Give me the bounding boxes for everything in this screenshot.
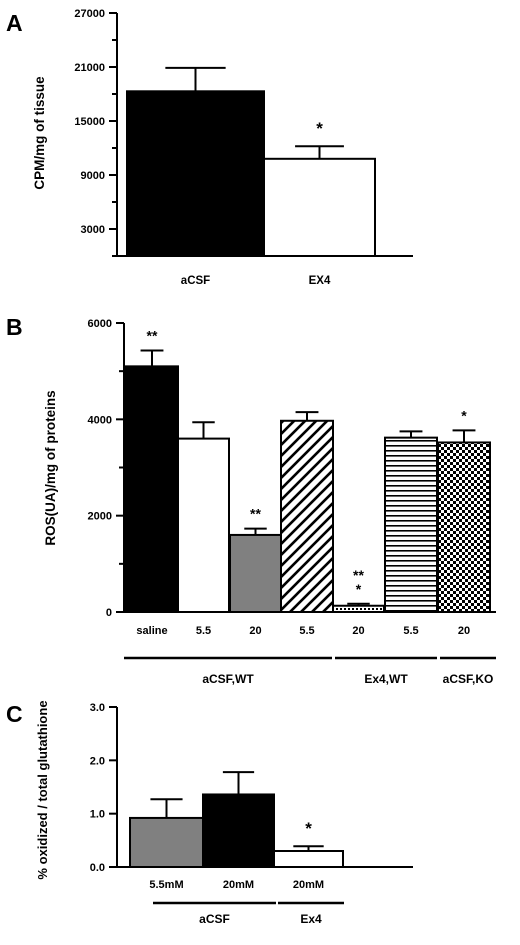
panel-label-b: B: [6, 314, 23, 340]
y-tick-label: 0: [106, 607, 112, 619]
y-tick-label: 2000: [88, 511, 112, 523]
y-axis-label: ROS(UA)/mg of proteins: [43, 390, 58, 545]
significance-marker: *: [305, 819, 312, 838]
significance-marker: **: [353, 567, 364, 583]
panel-label-a: A: [6, 10, 23, 36]
x-tick-label: 5.5: [299, 625, 314, 637]
bar: [280, 419, 334, 613]
x-tick-label: 20: [458, 625, 470, 637]
chart-panel-c: % oxidized / total glutathione 0.0 1.0 2.0…: [35, 700, 413, 926]
group-label: Ex4,WT: [364, 672, 408, 686]
x-tick-label: EX4: [309, 275, 331, 287]
bar: [384, 436, 438, 613]
y-tick-label: 3000: [81, 224, 105, 236]
x-tick-label: 20mM: [293, 879, 324, 891]
y-tick-label: 15000: [74, 116, 105, 128]
x-tick-label: 5.5: [403, 625, 418, 637]
significance-marker: **: [147, 327, 158, 343]
y-tick-label: 21000: [74, 62, 105, 74]
chart-panel-a: CPM/mg of tissue 3000 9000 15000 21000 27000…: [32, 8, 413, 287]
significance-marker: *: [461, 407, 467, 423]
significance-marker: **: [250, 506, 261, 522]
chart-panel-b: ROS(UA)/mg of proteins 0 2000 4000 6000 sal…: [43, 318, 496, 686]
bar: [229, 533, 282, 614]
y-tick-label: 4000: [88, 414, 112, 426]
y-axis-label: CPM/mg of tissue: [32, 76, 47, 190]
group-label: aCSF,KO: [443, 672, 494, 686]
y-tick-label: 27000: [74, 8, 105, 20]
x-tick-label: 20mM: [223, 879, 254, 891]
bar: [273, 850, 344, 868]
group-label: aCSF: [199, 912, 230, 926]
x-tick-label: 20: [352, 625, 364, 637]
bar: [263, 157, 376, 257]
x-tick-label: saline: [136, 625, 167, 637]
panel-label-c: C: [6, 701, 23, 727]
y-axis-label: % oxidized / total glutathione: [35, 700, 50, 879]
y-tick-label: 6000: [88, 318, 112, 330]
x-tick-label: 5.5: [196, 625, 211, 637]
bar: [202, 793, 275, 869]
group-label: Ex4: [300, 912, 322, 926]
bar: [129, 816, 204, 869]
group-label: aCSF,WT: [202, 672, 254, 686]
significance-marker: *: [356, 581, 362, 597]
significance-marker: *: [316, 119, 323, 138]
y-tick-label: 9000: [81, 170, 105, 182]
x-tick-label: 20: [249, 625, 261, 637]
x-tick-label: 5.5mM: [149, 879, 183, 891]
y-tick-label: 2.0: [90, 755, 105, 767]
bar: [125, 365, 179, 613]
bar: [126, 90, 265, 257]
y-tick-label: 0.0: [90, 862, 105, 874]
x-tick-label: aCSF: [181, 275, 210, 287]
bar: [177, 437, 230, 613]
bar: [437, 441, 491, 613]
bar: [332, 604, 385, 614]
y-tick-label: 3.0: [90, 702, 105, 714]
y-tick-label: 1.0: [90, 809, 105, 821]
